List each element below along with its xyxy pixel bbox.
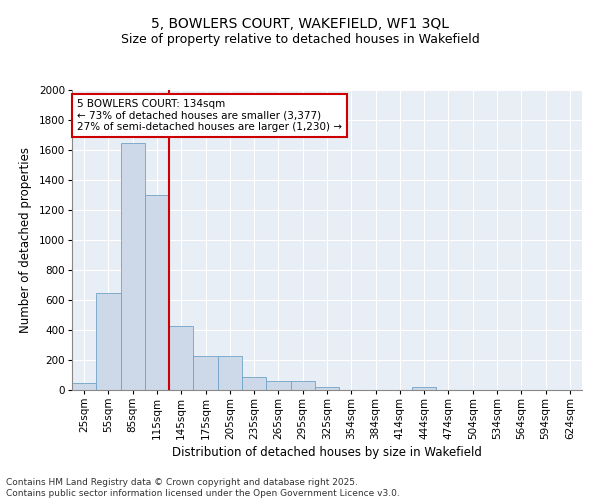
- Y-axis label: Number of detached properties: Number of detached properties: [19, 147, 32, 333]
- Bar: [242, 376, 266, 390]
- Bar: [193, 356, 218, 390]
- Bar: [412, 387, 436, 390]
- Bar: [169, 326, 193, 390]
- Bar: [121, 142, 145, 390]
- Bar: [315, 387, 339, 390]
- Text: Contains HM Land Registry data © Crown copyright and database right 2025.
Contai: Contains HM Land Registry data © Crown c…: [6, 478, 400, 498]
- Bar: [72, 382, 96, 390]
- Text: 5, BOWLERS COURT, WAKEFIELD, WF1 3QL: 5, BOWLERS COURT, WAKEFIELD, WF1 3QL: [151, 18, 449, 32]
- Bar: [96, 292, 121, 390]
- X-axis label: Distribution of detached houses by size in Wakefield: Distribution of detached houses by size …: [172, 446, 482, 459]
- Bar: [218, 356, 242, 390]
- Bar: [290, 381, 315, 390]
- Text: 5 BOWLERS COURT: 134sqm
← 73% of detached houses are smaller (3,377)
27% of semi: 5 BOWLERS COURT: 134sqm ← 73% of detache…: [77, 99, 342, 132]
- Bar: [266, 381, 290, 390]
- Text: Size of property relative to detached houses in Wakefield: Size of property relative to detached ho…: [121, 32, 479, 46]
- Bar: [145, 195, 169, 390]
